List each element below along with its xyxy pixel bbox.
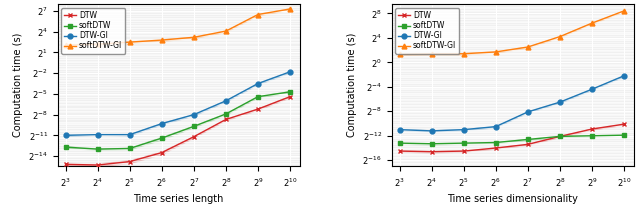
DTW-GI [126,133,134,136]
softDTW-GI [190,36,198,38]
softDTW [222,113,230,115]
Line: softDTW-GI: softDTW-GI [397,9,627,57]
Legend: DTW, softDTW, DTW-GI, softDTW-GI: DTW, softDTW, DTW-GI, softDTW-GI [61,8,125,53]
DTW [222,118,230,121]
DTW [460,150,468,152]
DTW-GI [158,122,166,125]
Line: softDTW: softDTW [63,89,292,152]
DTW [126,160,134,163]
softDTW [588,135,596,137]
softDTW [556,135,564,138]
softDTW-GI [94,43,102,46]
DTW-GI [524,111,532,113]
Line: softDTW-GI: softDTW-GI [63,7,292,47]
DTW-GI [556,101,564,103]
DTW-GI [460,128,468,131]
Line: DTW-GI: DTW-GI [397,73,627,133]
softDTW-GI [396,53,403,56]
DTW [492,147,500,149]
DTW [190,135,198,138]
DTW [62,163,70,166]
DTW [158,151,166,154]
softDTW-GI [524,46,532,48]
Line: DTW: DTW [63,94,292,167]
DTW [286,95,294,98]
softDTW-GI [428,52,435,55]
DTW-GI [222,100,230,102]
softDTW [460,142,468,144]
DTW-GI [286,71,294,73]
softDTW [158,137,166,139]
softDTW-GI [62,44,70,46]
Y-axis label: Computation time (s): Computation time (s) [347,33,357,137]
Line: DTW: DTW [397,122,627,154]
softDTW-GI [460,52,468,55]
softDTW-GI [254,13,262,16]
Y-axis label: Computation time (s): Computation time (s) [13,33,23,137]
softDTW [492,141,500,144]
DTW [588,128,596,130]
softDTW-GI [556,35,564,38]
softDTW [254,95,262,98]
DTW-GI [588,88,596,90]
softDTW-GI [286,8,294,10]
DTW [524,143,532,146]
DTW [428,150,435,153]
DTW [396,150,403,152]
softDTW-GI [588,22,596,24]
softDTW [286,91,294,93]
softDTW [62,146,70,148]
softDTW-GI [620,10,628,12]
DTW-GI [94,133,102,136]
DTW [620,123,628,125]
softDTW [94,148,102,150]
softDTW [396,142,403,144]
Line: DTW-GI: DTW-GI [63,69,292,138]
X-axis label: Time series dimensionality: Time series dimensionality [447,194,578,204]
DTW [254,108,262,110]
softDTW-GI [126,41,134,43]
DTW [556,135,564,138]
DTW-GI [492,125,500,128]
softDTW-GI [222,30,230,32]
X-axis label: Time series length: Time series length [133,194,224,204]
Line: softDTW: softDTW [397,133,627,146]
DTW-GI [62,134,70,137]
softDTW [620,134,628,136]
DTW-GI [190,113,198,116]
softDTW [126,147,134,150]
DTW-GI [620,74,628,77]
DTW-GI [254,82,262,85]
DTW-GI [428,130,435,132]
softDTW-GI [492,51,500,53]
softDTW [190,125,198,128]
DTW-GI [396,128,403,131]
DTW [94,164,102,166]
Legend: DTW, softDTW, DTW-GI, softDTW-GI: DTW, softDTW, DTW-GI, softDTW-GI [396,8,460,53]
softDTW [428,142,435,145]
softDTW-GI [158,39,166,41]
softDTW [524,138,532,141]
